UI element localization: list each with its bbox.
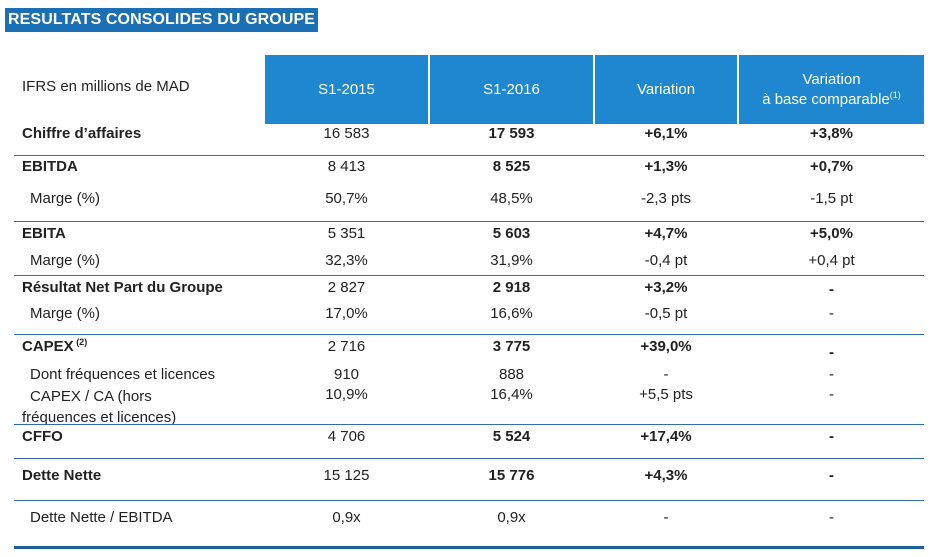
row-value: 8 413 [327,158,366,175]
row-divider [14,458,924,459]
row-divider [14,546,924,549]
row-label-text: Marge (%) [30,252,101,269]
section-title: RESULTATS CONSOLIDES DU GROUPE [5,8,319,32]
row-value: 2 827 [327,279,366,296]
row-value: 32,3% [325,252,368,269]
row-label-text: Résultat Net Part du Groupe [22,279,223,296]
row-value: -0,5 pt [644,305,688,322]
row-value: +3,2% [644,279,688,296]
footnote-marker: (2) [73,337,88,347]
row-label-text: Marge (%) [30,190,101,207]
row-value: +17,4% [640,428,692,445]
row-value: +1,3% [644,158,688,175]
row-value: -2,3 pts [640,190,692,207]
row-label-text: EBITDA [22,158,78,175]
row-value: 17 593 [488,125,535,142]
row-label: CAPEX (2) [22,337,88,356]
row-value: -1,5 pt [810,190,853,207]
row-divider [14,500,924,501]
row-value: +5,5 pts [639,386,693,403]
row-label-text: CFFO [22,428,63,445]
row-label: Marge (%) [30,305,100,322]
row-value: 16 583 [323,125,370,142]
row-label-text: Chiffre d’affaires [22,125,142,142]
row-label-text: Dette Nette / EBITDA [30,509,173,526]
row-value: 888 [498,366,525,383]
row-label-line: CAPEX / CA (hors [30,388,152,405]
row-value: 5 351 [327,225,366,242]
row-label: Dette Nette [22,467,101,484]
row-value: +4,7% [644,225,688,242]
row-value: 15 776 [488,467,535,484]
row-label-text: EBITA [22,225,66,242]
row-value: 4 706 [327,428,366,445]
row-divider [14,424,924,425]
row-divider [14,155,924,156]
row-divider [14,221,924,222]
row-value: 10,9% [325,386,368,403]
header-s1-2015: S1-2015 [265,55,428,124]
row-value: - [829,386,834,403]
row-value: - [829,467,834,484]
row-value: 16,6% [490,305,533,322]
row-value: 0,9x [332,509,361,526]
row-value: - [829,305,834,322]
row-value: 31,9% [490,252,533,269]
row-label: CAPEX / CA (hors fréquences et licences) [22,386,176,428]
row-label-text: Dette Nette [22,467,102,484]
row-value: - [829,428,834,445]
row-value: 15 125 [323,467,370,484]
row-value: +0,7% [810,158,853,175]
row-divider [14,334,924,335]
row-value: - [829,366,834,383]
row-label-text: Marge (%) [30,305,101,322]
row-value: - [829,509,834,526]
row-value: +39,0% [640,338,692,355]
row-label-line: fréquences et licences) [22,409,177,426]
row-label: Chiffre d’affaires [22,125,141,142]
row-value: - [829,281,834,298]
header-variation: Variation [595,55,737,124]
row-value: 2 716 [327,338,366,355]
row-value: 8 525 [492,158,531,175]
row-value: +6,1% [644,125,688,142]
row-value: - [829,344,834,361]
row-label: Dette Nette / EBITDA [30,509,173,526]
row-value: 5 603 [492,225,531,242]
row-value: -0,4 pt [644,252,688,269]
row-value: +4,3% [644,467,688,484]
row-value: 910 [333,366,360,383]
row-divider [14,275,924,276]
header-s1-2016: S1-2016 [430,55,593,124]
row-value: +3,8% [810,125,853,142]
row-label-text: Dont fréquences et licences [30,366,216,383]
row-value: 0,9x [497,509,526,526]
row-value: - [663,366,669,383]
row-label: EBITDA [22,158,78,175]
row-label: Marge (%) [30,190,100,207]
header-label: IFRS en millions de MAD [22,78,190,95]
row-value: - [663,509,669,526]
row-value: 48,5% [490,190,533,207]
row-label: Marge (%) [30,252,100,269]
row-value: 3 775 [492,338,531,355]
row-value: +5,0% [810,225,853,242]
row-value: 2 918 [492,279,531,296]
row-value: +0,4 pt [808,252,855,269]
row-value: 17,0% [325,305,368,322]
row-label: EBITA [22,225,66,242]
row-label-text: CAPEX [22,338,74,355]
row-label: CFFO [22,428,63,445]
row-value: 5 524 [492,428,531,445]
row-label: Dont fréquences et licences [30,366,215,383]
row-value: 50,7% [325,190,368,207]
header-variation-comparable: Variation à base comparable(1) [739,55,924,124]
row-label: Résultat Net Part du Groupe [22,279,223,296]
row-value: 16,4% [490,386,533,403]
